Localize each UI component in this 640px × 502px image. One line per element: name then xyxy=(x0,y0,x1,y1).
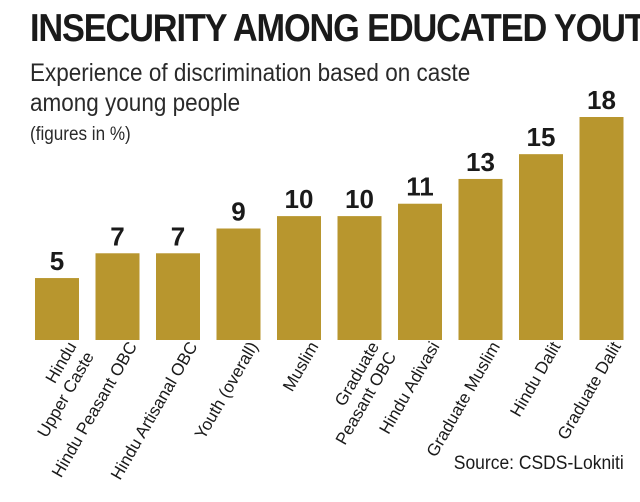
bar xyxy=(398,203,442,340)
bar xyxy=(156,253,200,340)
bar xyxy=(458,178,503,340)
category-label: Muslim xyxy=(279,339,322,395)
category-label-line: Youth (overall) xyxy=(191,339,262,443)
category-label: Hindu Dalit xyxy=(506,338,564,420)
data-label: 7 xyxy=(110,221,124,251)
data-label: 18 xyxy=(587,85,616,115)
bar xyxy=(337,216,382,340)
data-label: 15 xyxy=(527,122,556,152)
chart-subtitle: Experience of discrimination based on ca… xyxy=(30,59,471,117)
data-label: 11 xyxy=(406,172,434,202)
data-label: 9 xyxy=(231,197,245,227)
bar xyxy=(277,216,321,340)
bar xyxy=(95,253,140,340)
data-label: 10 xyxy=(285,184,314,214)
unit-note: (figures in %) xyxy=(30,124,131,145)
category-label-line: Muslim xyxy=(279,339,322,395)
chart-title: INSECURITY AMONG EDUCATED YOUTH xyxy=(30,7,640,50)
bar xyxy=(35,278,79,340)
category-label-line: Graduate Dalit xyxy=(554,338,625,443)
data-label: 10 xyxy=(345,184,374,214)
data-label: 5 xyxy=(50,246,64,276)
data-label: 7 xyxy=(171,221,185,251)
bar xyxy=(579,117,624,340)
bar xyxy=(519,154,563,340)
data-label: 13 xyxy=(466,147,495,177)
source-credit: Source: CSDS-Lokniti xyxy=(453,453,624,474)
bar xyxy=(216,228,261,340)
category-label: Graduate Dalit xyxy=(554,338,625,443)
category-label-line: Hindu Dalit xyxy=(506,338,564,420)
category-label: Youth (overall) xyxy=(191,339,262,443)
